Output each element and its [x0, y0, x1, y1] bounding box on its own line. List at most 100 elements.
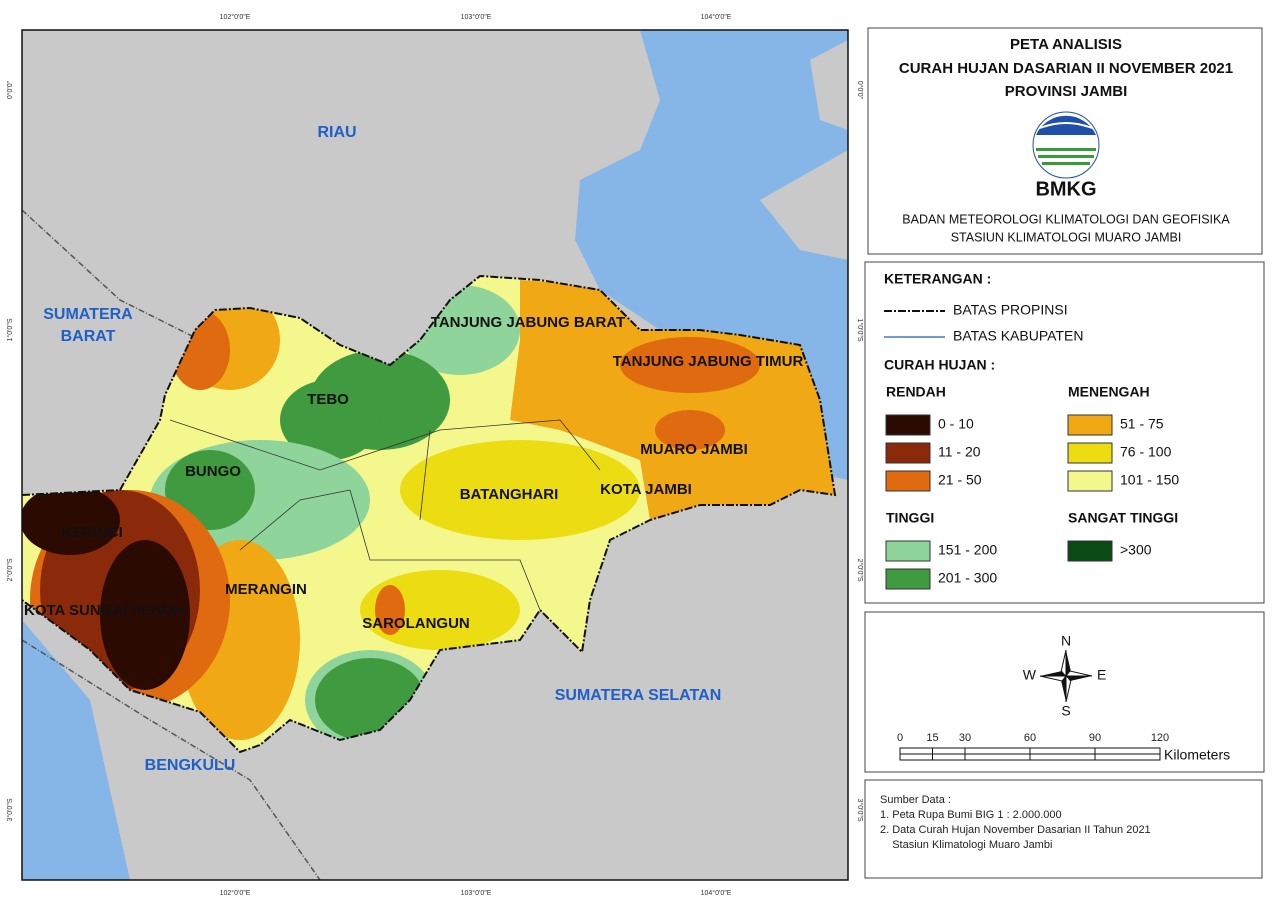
legend-classes: RENDAH 0 - 10 11 - 20 21 - 50 MENENGAH 51 - 7…: [885, 384, 1179, 590]
grid-label: 0°0'0": [6, 80, 14, 99]
source-line: Stasiun Klimatologi Muaro Jambi: [880, 839, 1052, 851]
grid-label: 104°0'0"E: [701, 13, 732, 21]
swatch: [885, 470, 931, 492]
title-line: CURAH HUJAN DASARIAN II NOVEMBER 2021: [899, 60, 1233, 77]
group-title: MENENGAH: [1068, 384, 1150, 400]
region-label: MERANGIN: [225, 581, 307, 598]
scale-segment: [1094, 753, 1161, 761]
scale-segment: [964, 753, 1031, 761]
grid-label: 1°0'0"S: [856, 319, 864, 342]
scale-segment: [932, 747, 966, 755]
org-line: BADAN METEOROLOGI KLIMATOLOGI DAN GEOFIS…: [902, 212, 1230, 226]
agency: BMKG: [1035, 178, 1096, 200]
grid-label: 102°0'0"E: [220, 13, 251, 21]
rainfall-title: CURAH HUJAN :: [884, 357, 995, 373]
compass-e: E: [1097, 667, 1106, 683]
class-label: >300: [1120, 542, 1152, 558]
swatch: [1067, 470, 1113, 492]
province-border: [22, 209, 321, 880]
grid-label: 103°0'0"E: [461, 889, 492, 897]
grid-label: 0°0'0": [856, 81, 864, 100]
neighbor-label: BARAT: [61, 328, 116, 345]
island: [760, 40, 848, 260]
region-label: KOTA JAMBI: [600, 481, 692, 498]
scale-label: 30: [959, 732, 971, 744]
neighbor-label: BENGKULU: [145, 757, 236, 774]
grid-label: 104°0'0"E: [701, 889, 732, 897]
class-label: 0 - 10: [938, 416, 974, 432]
grid-label: 3°0'0"S: [856, 799, 864, 822]
swatch: [1067, 442, 1113, 464]
class-label: 101 - 150: [1120, 472, 1179, 488]
grid-label: 102°0'0"E: [220, 889, 251, 897]
neighbor-label: RIAU: [317, 124, 356, 141]
north-arrow: [1039, 649, 1093, 703]
scale-label: 90: [1089, 732, 1101, 744]
scale-segment: [964, 747, 1031, 755]
scale-unit: Kilometers: [1164, 747, 1230, 763]
class-label: 51 - 75: [1120, 416, 1164, 432]
group-title: RENDAH: [886, 384, 946, 400]
scale-segment: [1094, 747, 1161, 755]
class-label: 201 - 300: [938, 570, 997, 586]
scale-segment: [932, 753, 966, 761]
class-label: 76 - 100: [1120, 444, 1172, 460]
source-line: 2. Data Curah Hujan November Dasarian II…: [880, 824, 1151, 836]
region-label: BUNGO: [185, 463, 241, 480]
grid-label: 103°0'0"E: [461, 13, 492, 21]
scale-segment: [1029, 747, 1096, 755]
region-label: BATANGHARI: [460, 486, 559, 503]
region-label: TANJUNG JABUNG BARAT: [431, 314, 625, 331]
legend-title: KETERANGAN :: [884, 271, 991, 287]
jambi-border: [22, 274, 837, 754]
region-label: MUARO JAMBI: [640, 441, 748, 458]
swatch: [885, 442, 931, 464]
class-label: 21 - 50: [938, 472, 982, 488]
source-line: 1. Peta Rupa Bumi BIG 1 : 2.000.000: [880, 809, 1062, 821]
title-line: PROVINSI JAMBI: [1005, 83, 1128, 100]
scale-label: 15: [926, 732, 938, 744]
scale-label: 120: [1151, 732, 1169, 744]
map-frame: [21, 29, 849, 881]
boundary-label: BATAS KABUPATEN: [953, 328, 1083, 344]
sea: [22, 620, 130, 880]
class-label: 11 - 20: [938, 444, 981, 460]
compass-w: W: [1023, 667, 1037, 683]
swatch: [1067, 414, 1113, 436]
source-box: [864, 779, 1263, 879]
scale-segment: [899, 753, 933, 761]
grid-label: 3°0'0"S: [6, 798, 14, 821]
title-line: PETA ANALISIS: [1010, 36, 1122, 53]
boundary-label: BATAS PROPINSI: [953, 302, 1068, 318]
region-label: KERINCI: [61, 524, 123, 541]
swatch: [885, 568, 931, 590]
region-label: KOTA SUNGAI PENUH: [24, 602, 184, 619]
legend-box: [864, 261, 1265, 604]
scale-label: 60: [1024, 732, 1036, 744]
scale-bar: 0 15 30 60 90 120: [897, 732, 1169, 761]
group-title: TINGGI: [886, 510, 934, 526]
region-label: TANJUNG JABUNG TIMUR: [613, 353, 804, 370]
class-label: 151 - 200: [938, 542, 997, 558]
grid-label: 2°0'0"S: [6, 558, 14, 581]
compass-n: N: [1061, 633, 1071, 649]
grid-label: 1°0'0"S: [6, 318, 14, 341]
compass-s: S: [1061, 703, 1070, 719]
neighbor-label: SUMATERA: [43, 306, 133, 323]
region-label: TEBO: [307, 391, 349, 408]
map: TANJUNG JABUNG BARAT TANJUNG JABUNG TIMU…: [22, 30, 848, 880]
source-title: Sumber Data :: [880, 794, 951, 806]
graticule-labels: 102°0'0"E 103°0'0"E 104°0'0"E 102°0'0"E 103°…: [6, 13, 864, 897]
region-label: SAROLANGUN: [362, 615, 470, 632]
scale-label: 0: [897, 732, 903, 744]
grid-label: 2°0'0"S: [856, 559, 864, 582]
group-title: SANGAT TINGGI: [1068, 510, 1178, 526]
neighbor-label: SUMATERA SELATAN: [555, 687, 722, 704]
scale-segment: [899, 747, 933, 755]
swatch: [885, 414, 931, 436]
bmkg-logo: [1032, 111, 1100, 179]
scale-segment: [1029, 753, 1096, 761]
swatch: [885, 540, 931, 562]
